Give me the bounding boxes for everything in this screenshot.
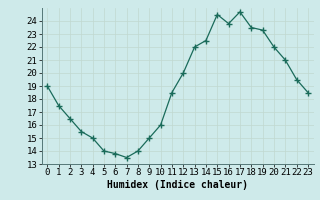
- X-axis label: Humidex (Indice chaleur): Humidex (Indice chaleur): [107, 180, 248, 190]
